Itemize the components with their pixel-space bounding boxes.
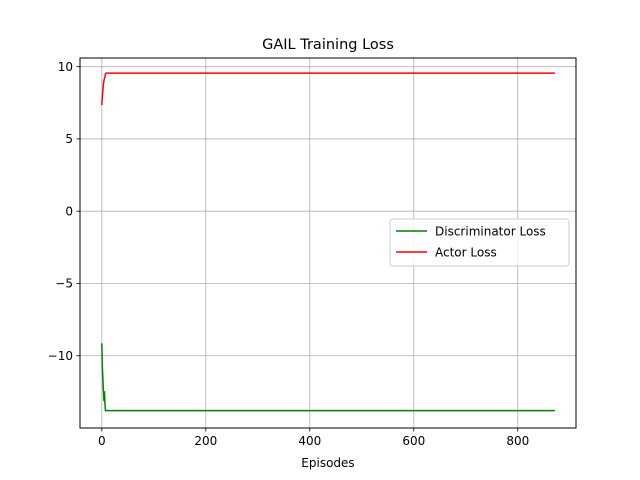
y-tick-label: 10 xyxy=(58,60,73,74)
legend-label-actor: Actor Loss xyxy=(435,246,497,260)
legend: Discriminator Loss Actor Loss xyxy=(389,218,570,267)
y-tick-label: −5 xyxy=(55,277,73,291)
actor-loss-line xyxy=(101,72,555,106)
x-tick-label: 0 xyxy=(98,434,106,448)
series-layer xyxy=(101,72,555,412)
legend-label-discriminator: Discriminator Loss xyxy=(435,225,546,239)
y-tick-label: 5 xyxy=(65,132,73,146)
legend-box xyxy=(389,218,570,267)
chart-title: GAIL Training Loss xyxy=(262,37,394,53)
x-tick-label: 400 xyxy=(298,434,321,448)
plot-frame xyxy=(79,57,577,429)
grid-layer xyxy=(80,58,576,428)
y-tick-label: −10 xyxy=(48,349,73,363)
x-tick-label: 600 xyxy=(402,434,425,448)
x-tick-label: 200 xyxy=(194,434,217,448)
y-tick-label: 0 xyxy=(65,204,73,218)
x-axis-label: Episodes xyxy=(301,456,354,470)
discriminator-loss-line xyxy=(101,343,555,412)
x-tick-label: 800 xyxy=(506,434,529,448)
tick-layer: 0 200 400 600 800 10 5 0 −5 −10 xyxy=(48,60,530,448)
